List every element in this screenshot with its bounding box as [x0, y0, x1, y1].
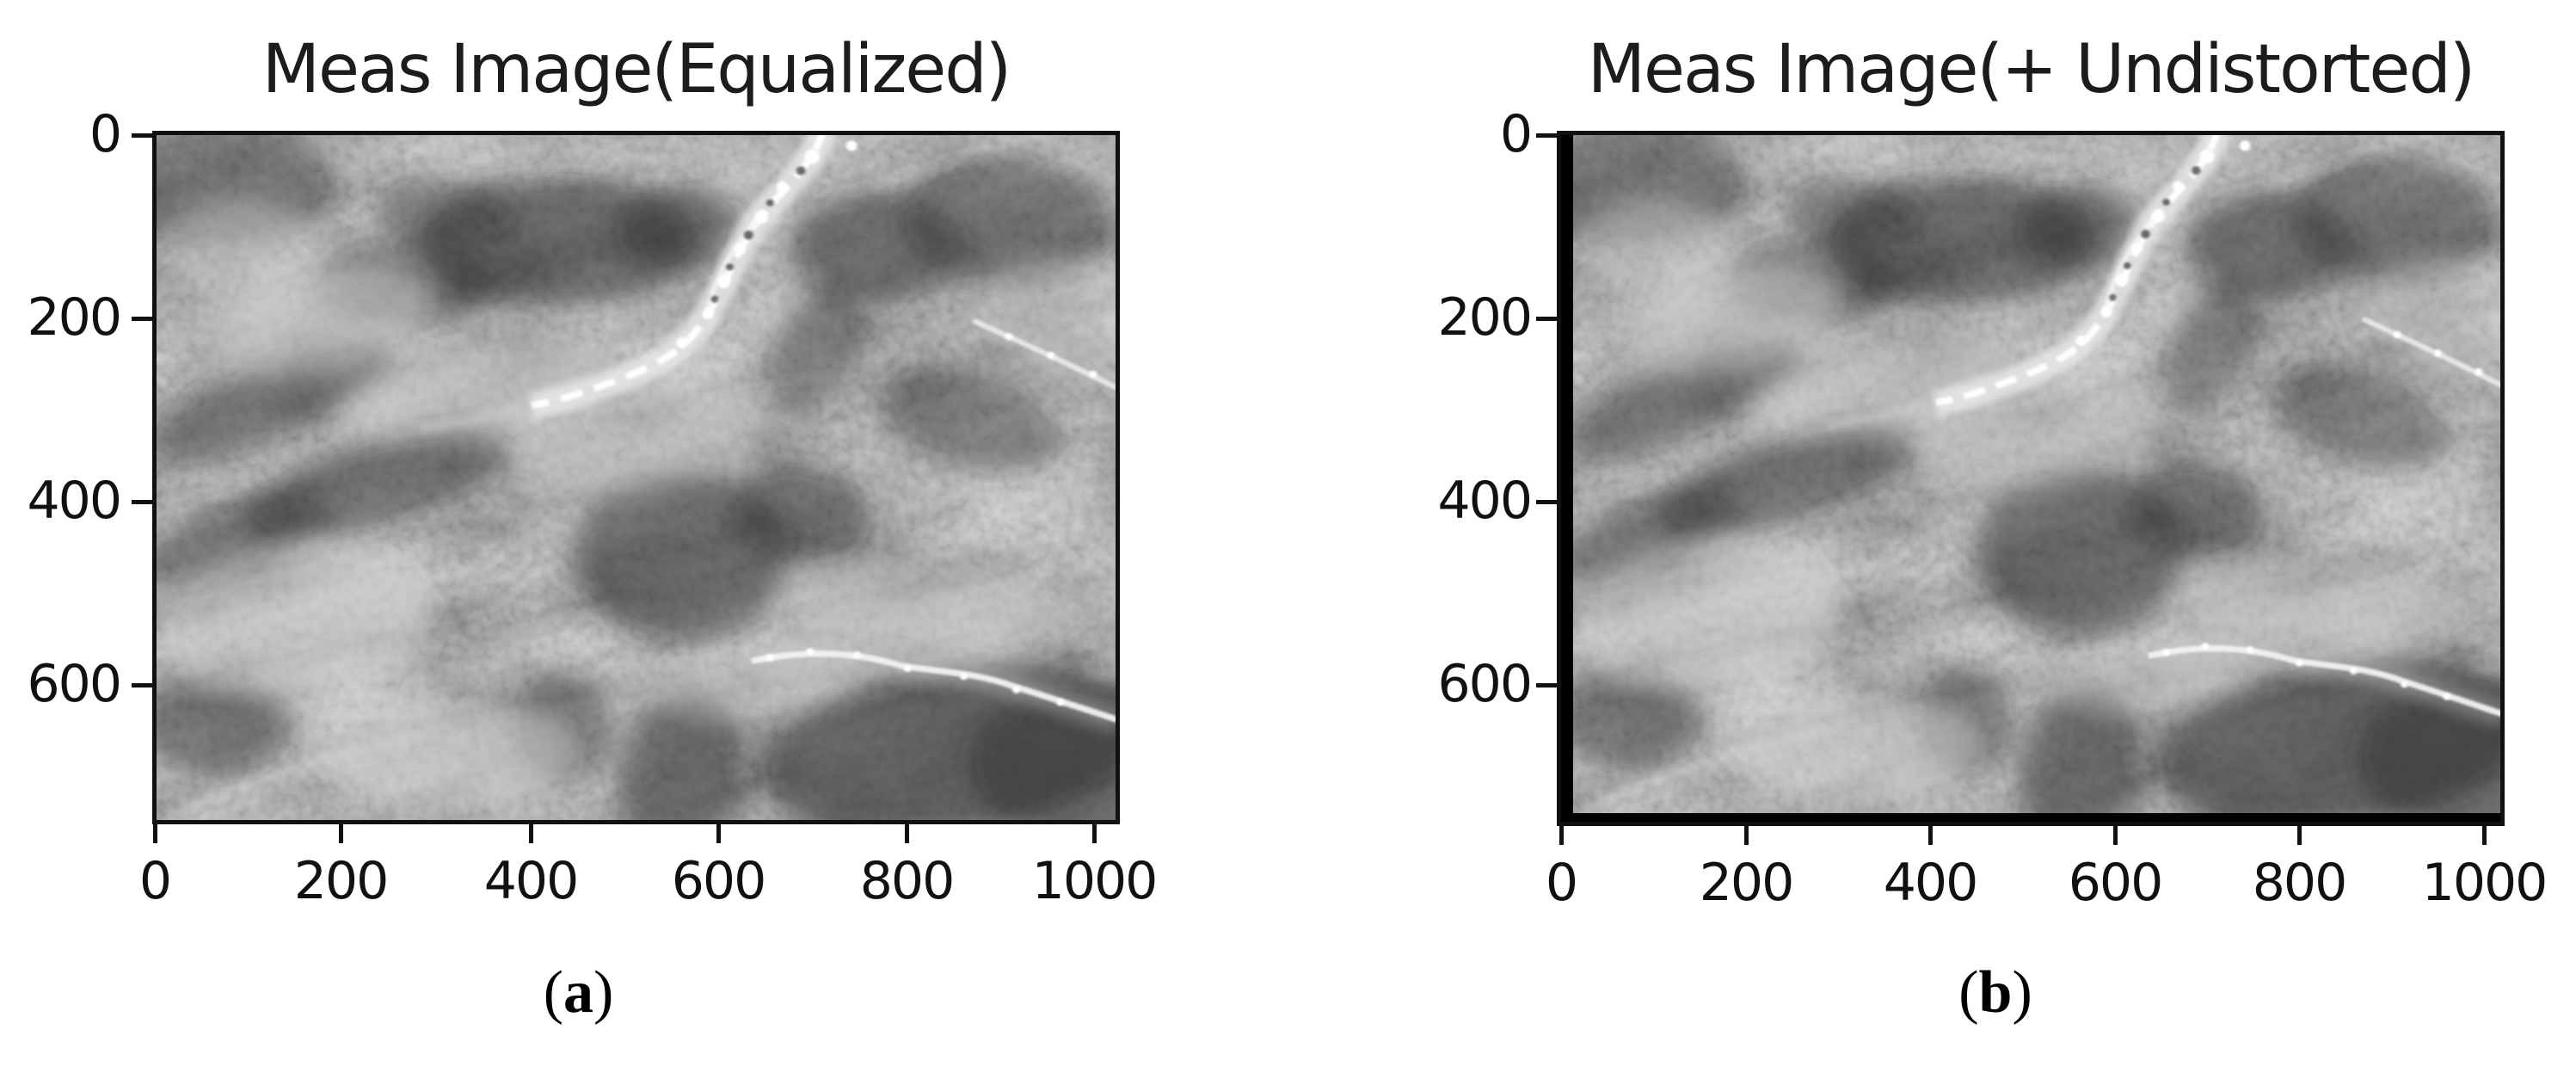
y-tick-mark	[1536, 133, 1557, 138]
x-tick-label: 1000	[1031, 851, 1159, 911]
panel-b-axes-box	[1557, 131, 2505, 826]
x-tick-mark	[2297, 826, 2302, 845]
y-tick-label: 600	[1437, 653, 1533, 714]
y-tick-mark	[132, 500, 152, 504]
x-tick-label: 400	[1883, 853, 1979, 913]
x-tick-label: 0	[1545, 853, 1578, 913]
panel-b-terrain-image	[1573, 135, 2500, 813]
y-tick-label: 0	[89, 103, 122, 164]
y-tick-label: 200	[27, 287, 122, 348]
x-tick-mark	[716, 824, 721, 843]
x-tick-mark	[153, 824, 157, 843]
y-tick-mark	[132, 683, 152, 687]
x-tick-label: 0	[138, 851, 172, 911]
x-tick-mark	[1744, 826, 1749, 845]
y-tick-label: 0	[1499, 103, 1533, 164]
panel-a-terrain-image	[157, 135, 1116, 820]
panel-a-title: Meas Image(Equalized)	[261, 31, 1011, 108]
x-tick-mark	[339, 824, 343, 843]
panel-a-caption: (a)	[0, 957, 1157, 1029]
panel-a-axes-box	[152, 131, 1120, 824]
x-tick-label: 600	[2068, 853, 2164, 913]
x-tick-mark	[1092, 824, 1097, 843]
x-tick-mark	[2113, 826, 2118, 845]
x-tick-mark	[529, 824, 533, 843]
caption-paren-close: )	[2012, 959, 2032, 1026]
x-tick-mark	[2482, 826, 2487, 845]
y-tick-label: 400	[1437, 470, 1533, 531]
x-tick-label: 800	[2252, 853, 2348, 913]
x-tick-label: 800	[859, 851, 956, 911]
panel-b-title: Meas Image(+ Undistorted)	[1587, 31, 2476, 108]
x-tick-mark	[1928, 826, 1933, 845]
x-tick-label: 400	[483, 851, 580, 911]
x-tick-mark	[905, 824, 909, 843]
y-tick-mark	[132, 317, 152, 321]
panel-b-caption: (b)	[1415, 957, 2576, 1029]
caption-letter: a	[563, 959, 593, 1026]
x-tick-label: 200	[1699, 853, 1795, 913]
x-tick-label: 1000	[2421, 853, 2548, 913]
caption-letter: b	[1978, 959, 2013, 1026]
y-tick-mark	[1536, 500, 1557, 504]
caption-paren-open: (	[543, 959, 563, 1026]
caption-paren-open: (	[1958, 959, 1979, 1026]
caption-paren-close: )	[593, 959, 614, 1026]
x-tick-label: 600	[671, 851, 767, 911]
y-tick-label: 200	[1437, 287, 1533, 348]
y-tick-label: 400	[27, 470, 122, 531]
y-tick-mark	[132, 133, 152, 138]
x-tick-mark	[1559, 826, 1564, 845]
y-tick-label: 600	[27, 653, 122, 714]
y-tick-mark	[1536, 683, 1557, 687]
y-tick-mark	[1536, 317, 1557, 321]
x-tick-label: 200	[293, 851, 390, 911]
